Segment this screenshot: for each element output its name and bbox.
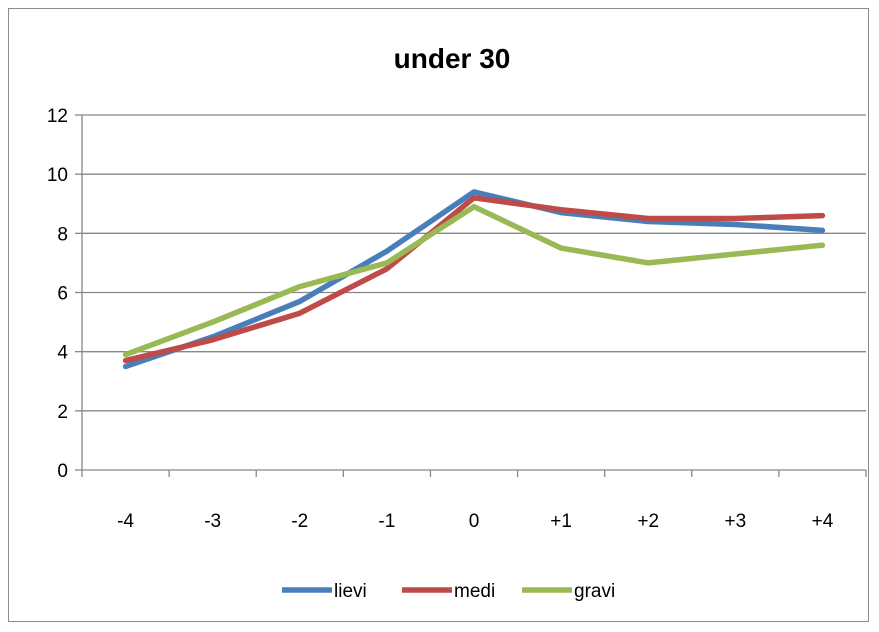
x-tick-label: -4 bbox=[117, 511, 134, 532]
x-tick-label: +3 bbox=[724, 511, 746, 532]
x-tick-labels: -4 -3 -2 -1 0 +1 +2 +3 +4 bbox=[117, 511, 834, 532]
x-tick-label: +1 bbox=[550, 511, 572, 532]
y-tick-label: 10 bbox=[47, 165, 68, 186]
x-tick-label: +4 bbox=[812, 511, 834, 532]
axes bbox=[75, 114, 867, 477]
legend-label-gravi: gravi bbox=[574, 581, 615, 602]
y-tick-label: 12 bbox=[47, 106, 68, 127]
series-line-gravi bbox=[122, 203, 826, 358]
series-line-lievi bbox=[122, 189, 826, 370]
x-tick-label: -3 bbox=[204, 511, 221, 532]
series-line-medi bbox=[122, 195, 826, 364]
legend-label-lievi: lievi bbox=[334, 581, 367, 602]
y-tick-labels: 0 2 4 6 8 10 12 bbox=[47, 106, 69, 482]
legend-label-medi: medi bbox=[454, 581, 495, 602]
x-tick-label: -1 bbox=[378, 511, 395, 532]
y-tick-label: 8 bbox=[57, 224, 68, 245]
x-tick-label: +2 bbox=[637, 511, 659, 532]
y-tick-label: 6 bbox=[57, 284, 68, 305]
chart-frame bbox=[8, 8, 869, 622]
y-tick-label: 4 bbox=[57, 343, 68, 364]
gridlines bbox=[82, 114, 866, 412]
x-tick-label: 0 bbox=[469, 511, 480, 532]
x-tick-label: -2 bbox=[291, 511, 308, 532]
chart-title: under 30 bbox=[394, 43, 511, 74]
y-tick-label: 2 bbox=[57, 402, 68, 423]
series-lines bbox=[122, 189, 826, 370]
y-tick-label: 0 bbox=[57, 461, 68, 482]
legend: lievi medi gravi bbox=[282, 581, 615, 602]
